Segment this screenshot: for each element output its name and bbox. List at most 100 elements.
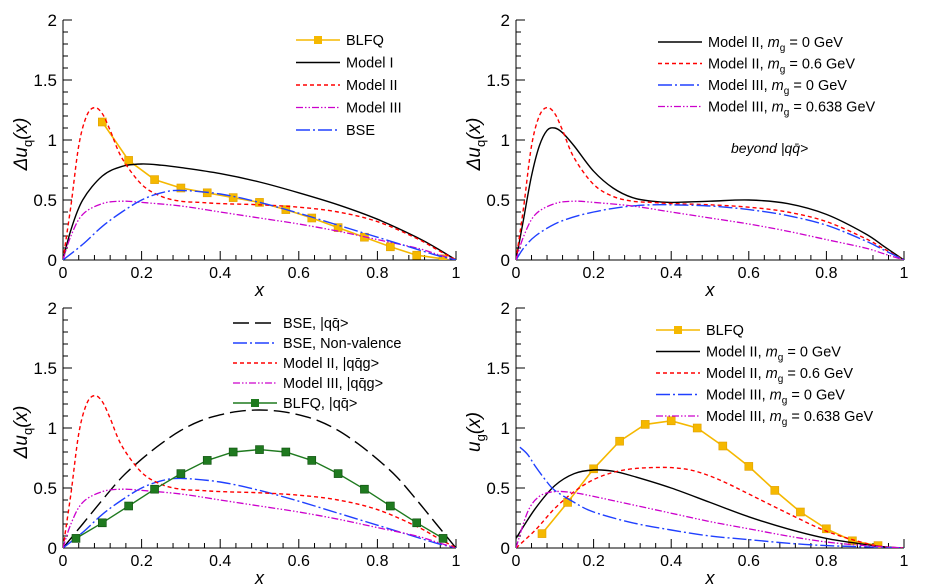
series-line-1 bbox=[63, 477, 456, 548]
y-tick-label: 0 bbox=[501, 251, 510, 270]
x-tick-label: 0.6 bbox=[288, 553, 310, 570]
series-line-0 bbox=[541, 419, 879, 547]
legend-label-post: = 0.638 GeV bbox=[789, 100, 875, 116]
legend-label-0: BSE, |qq̄> bbox=[283, 316, 348, 332]
series-line-1 bbox=[63, 163, 456, 260]
legend: BLFQ Model II, mg = 0 GeV Model II, mg = 0… bbox=[656, 323, 874, 428]
data-point bbox=[744, 462, 754, 471]
data-point bbox=[124, 501, 133, 511]
legend-label-4: BLFQ, |qq̄> bbox=[283, 396, 357, 412]
x-tick-label: 1 bbox=[452, 265, 461, 282]
y-tick-label: 1 bbox=[48, 131, 57, 150]
legend-label-sub: g bbox=[780, 65, 786, 76]
y-label-main: Δu bbox=[464, 147, 485, 172]
x-tick-label: 0.4 bbox=[209, 553, 231, 570]
x-tick-label: 0.8 bbox=[366, 553, 388, 570]
series-line-3 bbox=[516, 200, 904, 260]
data-point bbox=[176, 469, 186, 478]
x-axis-label: x bbox=[254, 280, 265, 300]
legend-label-post: = 0 GeV bbox=[783, 345, 841, 361]
legend-label-sub: g bbox=[778, 353, 784, 364]
data-point bbox=[360, 484, 369, 494]
x-tick-label: 1 bbox=[900, 265, 909, 282]
series-line-4 bbox=[63, 189, 456, 260]
series-line-3 bbox=[519, 446, 904, 548]
y-label-tail: (x) bbox=[11, 406, 32, 428]
legend-label-2: Model II, mg = 0.6 GeV bbox=[706, 366, 853, 385]
data-point bbox=[150, 484, 159, 494]
legend-label-0: BLFQ bbox=[706, 323, 744, 339]
legend-label-1: Model II, mg = 0.6 GeV bbox=[708, 57, 855, 76]
series-line-3 bbox=[63, 200, 456, 260]
data-point bbox=[822, 524, 831, 534]
x-tick-label: 0.6 bbox=[738, 553, 760, 570]
data-point bbox=[412, 518, 422, 528]
plot-area bbox=[63, 106, 456, 260]
y-tick-label: 0 bbox=[48, 539, 57, 558]
data-point bbox=[666, 416, 676, 426]
legend-label-post: = 0.6 GeV bbox=[783, 366, 853, 382]
y-label-tail: (x) bbox=[464, 118, 485, 140]
legend-marker bbox=[314, 36, 322, 44]
x-tick-label: 1 bbox=[452, 553, 461, 570]
chart-panel-bottom-left: 0 0.5 1 1.5 2 0 0.2 0.4 0.6 0.8 1 x Δuq(x) BSE, |qq̄>… bbox=[11, 299, 461, 587]
y-tick-label: 2 bbox=[501, 299, 510, 318]
y-tick-label: 1 bbox=[501, 419, 510, 438]
legend: BLFQ Model I Model II Model III BSE bbox=[296, 33, 402, 139]
legend-label-1: Model I bbox=[346, 56, 394, 72]
data-point bbox=[281, 447, 291, 457]
series-line-0 bbox=[516, 127, 904, 260]
x-tick-label: 0.2 bbox=[130, 553, 152, 570]
series-line-0 bbox=[63, 409, 456, 548]
data-point bbox=[228, 193, 238, 202]
data-point bbox=[537, 529, 547, 538]
legend-label-3: Model III, mg = 0 GeV bbox=[706, 388, 845, 407]
data-point bbox=[615, 436, 624, 446]
data-point bbox=[386, 242, 395, 252]
x-tick-label: 1 bbox=[900, 553, 909, 570]
y-tick-label: 0.5 bbox=[486, 479, 510, 498]
legend-label-3: Model III, mg = 0.638 GeV bbox=[708, 100, 876, 119]
legend-label-sub: g bbox=[780, 43, 786, 54]
y-axis-label: Δuq(x) bbox=[11, 118, 35, 172]
plot-area bbox=[63, 394, 456, 548]
x-tick-label: 0.6 bbox=[738, 265, 760, 282]
y-tick-label: 1.5 bbox=[33, 359, 57, 378]
x-tick-label: 0.4 bbox=[660, 553, 682, 570]
legend-label-1: Model II, mg = 0 GeV bbox=[706, 345, 841, 364]
x-tick-label: 0.2 bbox=[130, 265, 152, 282]
data-point bbox=[386, 501, 395, 511]
plot-area bbox=[516, 106, 904, 260]
data-point bbox=[98, 518, 107, 528]
y-label-main: u bbox=[464, 441, 485, 452]
data-point bbox=[692, 423, 702, 433]
legend-label-2: Model II bbox=[346, 78, 398, 94]
legend-label-sub: g bbox=[778, 374, 784, 385]
y-tick-label: 1.5 bbox=[33, 71, 57, 90]
legend-marker bbox=[251, 399, 259, 407]
legend-label-4: BSE bbox=[346, 123, 375, 139]
legend-label-post: = 0 GeV bbox=[789, 78, 847, 94]
y-label-tail: (x) bbox=[11, 118, 32, 140]
data-point bbox=[98, 117, 107, 127]
legend-label-pre: Model II, bbox=[706, 345, 766, 361]
x-tick-label: 0.8 bbox=[815, 553, 837, 570]
series-line-4 bbox=[75, 448, 444, 540]
data-point bbox=[176, 183, 186, 193]
y-axis-label: ug(x) bbox=[464, 412, 488, 452]
legend: BSE, |qq̄> BSE, Non-valence Model II, |qq̄… bbox=[233, 316, 401, 412]
chart-panel-top-right: 0 0.5 1 1.5 2 0 0.2 0.4 0.6 0.8 1 x Δuq(x) Model II, … bbox=[464, 11, 909, 300]
series-line-1 bbox=[516, 469, 904, 548]
x-axis-label: x bbox=[705, 280, 716, 300]
x-tick-label: 0 bbox=[59, 553, 68, 570]
x-tick-label: 0.4 bbox=[660, 265, 682, 282]
data-point bbox=[255, 445, 264, 454]
legend-label-2: Model III, mg = 0 GeV bbox=[708, 78, 847, 97]
y-tick-label: 0 bbox=[501, 539, 510, 558]
y-label-sub: g bbox=[473, 434, 488, 441]
legend-label-m: m bbox=[768, 35, 780, 51]
x-tick-label: 0.2 bbox=[582, 553, 604, 570]
series-line-4 bbox=[516, 490, 904, 548]
x-axis-label: x bbox=[705, 568, 716, 587]
